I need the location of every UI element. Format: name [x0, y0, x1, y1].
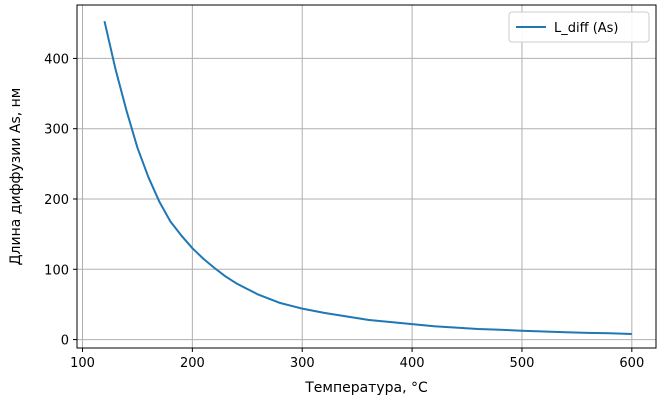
- x-tick-label: 500: [510, 356, 535, 371]
- grid: [77, 5, 656, 348]
- legend-label: L_diff (As): [554, 21, 619, 36]
- y-tick-label: 100: [44, 263, 69, 278]
- x-tick-label: 100: [70, 356, 95, 371]
- y-axis-label: Длина диффузии As, нм: [8, 88, 24, 266]
- x-tick-label: 300: [290, 356, 315, 371]
- series-layer: [103, 20, 632, 335]
- y-tick-label: 200: [44, 193, 69, 208]
- plot-frame: [76, 4, 657, 349]
- legend: L_diff (As): [508, 11, 650, 43]
- x-axis: 100 200 300 400 500 600: [70, 348, 644, 371]
- y-tick-label: 300: [44, 123, 69, 138]
- y-axis: 0 100 200 300 400: [44, 52, 77, 349]
- x-tick-label: 200: [180, 356, 205, 371]
- y-tick-label: 0: [61, 334, 69, 349]
- x-tick-label: 400: [400, 356, 425, 371]
- x-tick-label: 600: [619, 356, 644, 371]
- x-axis-label: Температура, °C: [304, 380, 428, 396]
- series-line-0: [103, 20, 632, 335]
- y-tick-label: 400: [44, 52, 69, 67]
- legend-box: [508, 11, 650, 43]
